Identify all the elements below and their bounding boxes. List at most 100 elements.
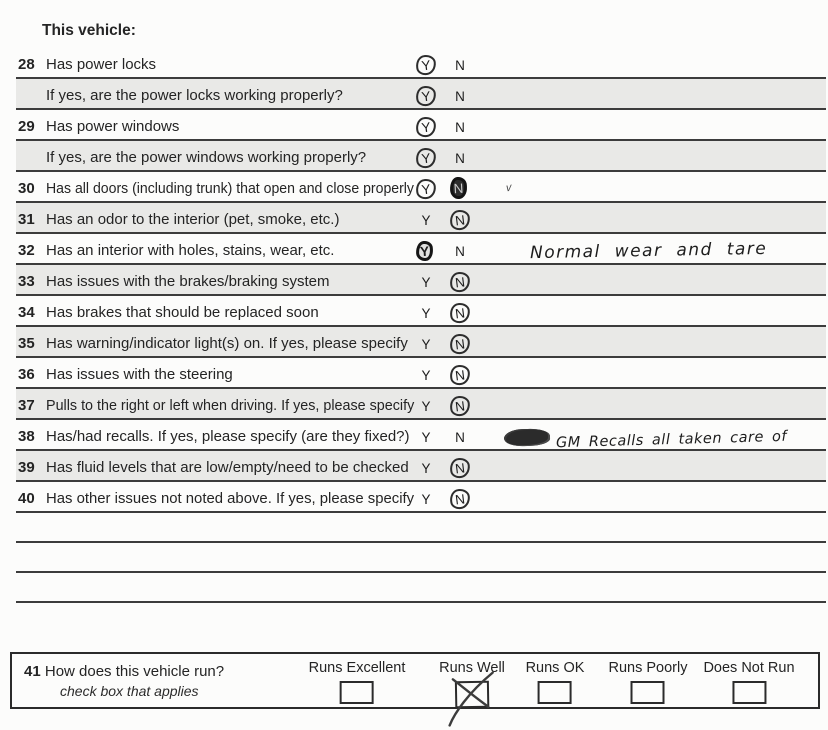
run-rating-label: Does Not Run: [703, 660, 795, 676]
yes-mark[interactable]: Y: [415, 240, 434, 262]
handwritten-x-mark: [448, 671, 494, 727]
yes-mark[interactable]: Y: [421, 491, 431, 507]
row-question-label: If yes, are the power locks working prop…: [46, 87, 343, 104]
small-check-tick-mark: v: [505, 181, 512, 195]
no-mark[interactable]: N: [448, 456, 472, 480]
yes-mark[interactable]: Y: [414, 115, 438, 139]
no-mark[interactable]: N: [449, 176, 468, 200]
yes-mark[interactable]: Y: [421, 429, 431, 445]
row-question-label: Has an interior with holes, stains, wear…: [46, 242, 335, 259]
yes-mark[interactable]: Y: [421, 274, 431, 290]
no-mark[interactable]: N: [448, 208, 472, 232]
form-row: 30 Has all doors (including trunk) that …: [16, 172, 826, 203]
handwritten-note: Normal wear and tare: [529, 238, 768, 264]
run-rating-option: Does Not Run: [703, 660, 795, 704]
form-row: 33 Has issues with the brakes/braking sy…: [16, 265, 826, 296]
ruled-line: [16, 483, 826, 513]
yes-mark[interactable]: Y: [421, 212, 431, 228]
form-section-header: This vehicle:: [42, 22, 136, 39]
row-number: 35: [18, 335, 35, 352]
question-41-instruction: check box that applies: [60, 683, 199, 699]
row-question-label: Pulls to the right or left when driving.…: [46, 397, 415, 414]
blank-ruled-lines: [16, 483, 826, 603]
row-number: 37: [18, 397, 35, 414]
form-row: 29 Has power windows Y N v: [16, 110, 826, 141]
yes-mark[interactable]: Y: [414, 84, 438, 108]
question-41-label: How does this vehicle run?: [44, 663, 225, 680]
form-row: 36 Has issues with the steering Y N v: [16, 358, 826, 389]
run-rating-option: Runs OK: [525, 660, 585, 704]
yes-mark[interactable]: Y: [414, 146, 438, 170]
row-question-label: Has all doors (including trunk) that ope…: [46, 180, 414, 197]
run-rating-label: Runs OK: [525, 660, 585, 676]
form-row: If yes, are the power windows working pr…: [16, 141, 826, 172]
form-row: 34 Has brakes that should be replaced so…: [16, 296, 826, 327]
no-mark[interactable]: N: [455, 88, 465, 104]
yes-mark[interactable]: Y: [414, 53, 438, 77]
run-rating-checkbox[interactable]: [448, 671, 494, 727]
row-question-label: If yes, are the power windows working pr…: [46, 149, 367, 166]
no-mark[interactable]: N: [448, 301, 472, 325]
yes-mark[interactable]: Y: [421, 460, 431, 476]
run-rating-checkbox[interactable]: [538, 681, 572, 704]
no-mark[interactable]: N: [448, 270, 472, 294]
yes-mark[interactable]: Y: [421, 367, 431, 383]
run-rating-label: Runs Well: [439, 660, 505, 676]
no-mark[interactable]: N: [448, 394, 472, 418]
form-row: 38 Has/had recalls. If yes, please speci…: [16, 420, 826, 451]
no-mark[interactable]: N: [448, 332, 472, 356]
run-rating-label: Runs Poorly: [608, 660, 688, 676]
row-number: 39: [18, 459, 35, 476]
run-rating-option: Runs Excellent: [309, 660, 405, 704]
run-rating-option: Runs Poorly: [608, 660, 688, 704]
scribbled-out-word: [503, 428, 551, 447]
no-mark[interactable]: N: [455, 243, 465, 259]
row-number: 31: [18, 211, 35, 228]
row-question-label: Has power locks: [46, 56, 157, 73]
row-question-label: Has issues with the steering: [46, 366, 233, 383]
no-mark[interactable]: N: [455, 150, 465, 166]
yes-mark[interactable]: Y: [421, 398, 431, 414]
no-mark[interactable]: N: [455, 119, 465, 135]
question-41-text: 41 How does this vehicle run? check box …: [24, 663, 224, 699]
row-number: 28: [18, 56, 35, 73]
row-question-label: Has issues with the brakes/braking syste…: [46, 273, 330, 290]
handwritten-note: GM Recalls all taken care of: [555, 428, 788, 452]
question-41-box: 41 How does this vehicle run? check box …: [10, 652, 820, 727]
no-mark[interactable]: N: [455, 57, 465, 73]
row-number: 29: [18, 118, 35, 135]
row-number: 40: [18, 490, 35, 507]
yes-mark[interactable]: Y: [414, 177, 438, 201]
row-question-label: Has fluid levels that are low/empty/need…: [46, 459, 409, 476]
form-row: If yes, are the power locks working prop…: [16, 79, 826, 110]
no-mark[interactable]: N: [448, 363, 472, 387]
row-question-label: Has brakes that should be replaced soon: [46, 304, 319, 321]
row-question-label: Has/had recalls. If yes, please specify …: [46, 428, 410, 445]
row-number: 30: [18, 180, 35, 197]
form-row: 28 Has power locks Y N v: [16, 48, 826, 79]
yes-mark[interactable]: Y: [421, 305, 431, 321]
row-question-label: Has warning/indicator light(s) on. If ye…: [46, 335, 408, 352]
no-mark[interactable]: N: [455, 429, 465, 445]
row-number: 38: [18, 428, 35, 445]
row-number: 36: [18, 366, 35, 383]
row-question-label: Has power windows: [46, 118, 180, 135]
row-number: 34: [18, 304, 35, 321]
row-question-label: Has other issues not noted above. If yes…: [46, 490, 415, 507]
run-rating-checkbox[interactable]: [630, 681, 665, 704]
row-number: 32: [18, 242, 35, 259]
run-rating-checkbox[interactable]: [731, 681, 766, 704]
form-row: 37 Pulls to the right or left when drivi…: [16, 389, 826, 420]
ruled-line: [16, 573, 826, 603]
run-rating-option: Runs Well: [439, 660, 505, 727]
ruled-line: [16, 513, 826, 543]
run-rating-checkbox[interactable]: [340, 681, 374, 704]
row-number: 33: [18, 273, 35, 290]
checklist-rows: 28 Has power locks Y N v If yes, are the…: [16, 48, 826, 513]
form-row: 32 Has an interior with holes, stains, w…: [16, 234, 826, 265]
yes-mark[interactable]: Y: [421, 336, 431, 352]
question-41-number: 41: [24, 663, 41, 680]
form-row: 39 Has fluid levels that are low/empty/n…: [16, 451, 826, 482]
form-row: 31 Has an odor to the interior (pet, smo…: [16, 203, 826, 234]
